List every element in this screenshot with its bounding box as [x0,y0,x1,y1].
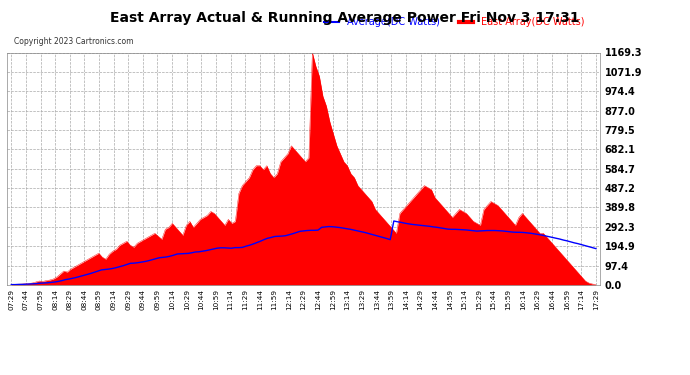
Text: Copyright 2023 Cartronics.com: Copyright 2023 Cartronics.com [14,38,133,46]
Legend: Average(DC Watts), East Array(DC Watts): Average(DC Watts), East Array(DC Watts) [320,13,589,31]
Text: East Array Actual & Running Average Power Fri Nov 3 17:31: East Array Actual & Running Average Powe… [110,11,580,25]
